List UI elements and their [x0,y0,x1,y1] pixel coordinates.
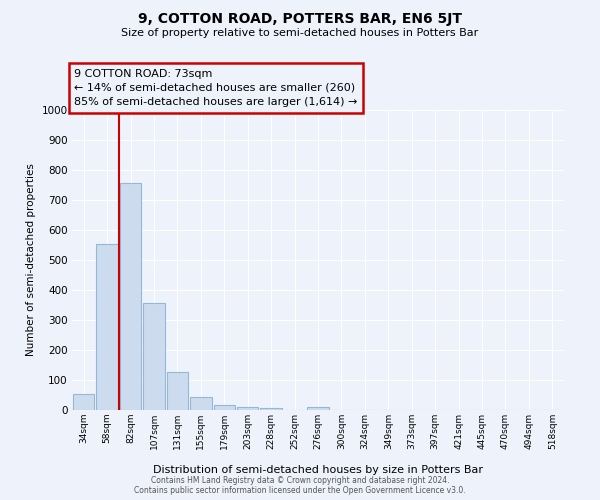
Text: 9, COTTON ROAD, POTTERS BAR, EN6 5JT: 9, COTTON ROAD, POTTERS BAR, EN6 5JT [138,12,462,26]
Bar [167,372,188,410]
Bar [190,398,212,410]
Text: 9 COTTON ROAD: 73sqm
← 14% of semi-detached houses are smaller (260)
85% of semi: 9 COTTON ROAD: 73sqm ← 14% of semi-detac… [74,69,358,107]
Bar [97,244,118,410]
Text: Contains public sector information licensed under the Open Government Licence v3: Contains public sector information licen… [134,486,466,495]
Text: Contains HM Land Registry data © Crown copyright and database right 2024.: Contains HM Land Registry data © Crown c… [151,476,449,485]
Y-axis label: Number of semi-detached properties: Number of semi-detached properties [26,164,36,356]
Bar [260,408,282,410]
Bar [237,406,259,410]
Bar [120,183,142,410]
Text: Size of property relative to semi-detached houses in Potters Bar: Size of property relative to semi-detach… [121,28,479,38]
Bar [143,303,165,410]
Text: Distribution of semi-detached houses by size in Potters Bar: Distribution of semi-detached houses by … [153,465,483,475]
Bar [307,407,329,410]
Bar [73,394,94,410]
Bar [214,404,235,410]
